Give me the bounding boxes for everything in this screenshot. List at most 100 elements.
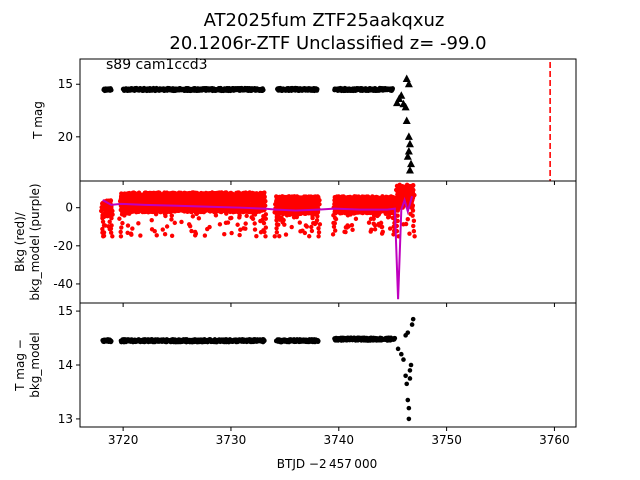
bkg-point — [331, 220, 336, 226]
bkg-point — [108, 230, 114, 235]
bkg-point — [411, 228, 417, 234]
x-tick-label: 3760 — [539, 433, 570, 447]
bkg-point — [393, 187, 399, 193]
bkg-point — [99, 205, 104, 210]
bkg-point — [149, 217, 154, 223]
triangle-point — [402, 116, 411, 125]
y-tick-label: 20 — [58, 130, 73, 144]
bkg-point — [316, 230, 322, 235]
bkg-point — [207, 224, 212, 230]
data-point — [314, 86, 320, 92]
panel-annotation: s89 cam1ccd3 — [106, 57, 208, 73]
data-point — [407, 376, 413, 381]
bkg-point — [274, 198, 279, 203]
bkg-point — [412, 234, 417, 239]
bkg-point — [410, 203, 415, 208]
bkg-point — [119, 225, 124, 230]
data-point — [406, 405, 412, 411]
y-axis-label-line: bkg_model (purple) — [28, 183, 42, 300]
bkg-point — [274, 230, 280, 235]
y-axis-label: T mag −bkg_model — [13, 332, 42, 398]
data-point — [408, 362, 414, 368]
bkg-point — [263, 225, 269, 230]
data-point — [407, 368, 413, 373]
triangle-point — [397, 91, 406, 99]
bkg-point — [120, 220, 125, 226]
triangle-point — [404, 132, 413, 140]
bkg-point — [119, 212, 125, 217]
bkg-point — [217, 222, 223, 227]
bkg-point — [315, 210, 321, 215]
bkg-point — [117, 216, 122, 221]
data-point — [315, 338, 321, 344]
bkg-point — [410, 208, 416, 213]
bkg-point — [332, 209, 337, 214]
bkg-point — [190, 214, 196, 219]
bkg-point — [366, 220, 372, 225]
bkg-point — [297, 220, 302, 225]
bkg-point — [160, 227, 165, 232]
bkg-point — [331, 224, 337, 229]
bkg-point — [202, 233, 208, 238]
x-tick-label: 3730 — [216, 433, 247, 447]
bkg-point — [189, 228, 194, 234]
data-point — [405, 397, 411, 403]
bkg-point — [252, 227, 258, 232]
bkg-point — [118, 207, 124, 213]
y-tick-label: 13 — [58, 412, 73, 426]
bkg-point — [118, 194, 124, 200]
bkg-point — [244, 213, 249, 219]
y-axis-label: Bkg (red)/bkg_model (purple) — [13, 183, 42, 300]
bkg-point — [262, 229, 267, 235]
bkg-point — [229, 230, 234, 236]
bkg-point — [274, 226, 279, 231]
bkg-point — [281, 217, 286, 223]
bkg-point — [333, 216, 339, 222]
data-point — [390, 86, 395, 91]
data-point — [108, 338, 114, 344]
y-axis-label: T mag — [31, 101, 45, 140]
bkg-point — [353, 216, 359, 222]
bkg-point — [130, 226, 135, 231]
bkg-point — [152, 229, 157, 234]
bkg-point — [125, 230, 130, 235]
triangle-point — [405, 165, 414, 174]
bkg-point — [222, 231, 227, 237]
bkg-point — [394, 203, 399, 208]
data-point — [392, 335, 398, 341]
axes-frame — [79, 302, 577, 428]
bkg-point — [193, 231, 199, 236]
data-point — [406, 416, 412, 422]
bkg-point — [331, 213, 336, 218]
bkg-point — [395, 208, 401, 213]
x-tick-label: 3720 — [108, 433, 139, 447]
bkg-point — [172, 220, 177, 226]
bkg-point — [179, 219, 184, 225]
bkg-point — [235, 222, 240, 227]
bkg-point — [109, 215, 114, 221]
y-tick-label: 15 — [58, 304, 73, 318]
bkg-point — [309, 224, 314, 230]
chart-title-line1: AT2025fum ZTF25aakqxuz — [204, 10, 445, 31]
bkg-point — [315, 214, 320, 219]
bkg-point — [109, 223, 114, 228]
bkg-point — [136, 221, 141, 226]
bkg-point — [302, 230, 308, 236]
triangle-point — [404, 79, 413, 88]
bkg-point — [100, 230, 105, 235]
bkg-point — [396, 192, 401, 198]
bkg-point — [162, 231, 168, 237]
bkg-point — [196, 216, 202, 221]
y-axis-label-line: Bkg (red)/ — [13, 211, 27, 272]
bkg-point — [98, 208, 104, 214]
data-point — [395, 346, 401, 352]
bkg-point — [350, 227, 355, 232]
bkg-point — [314, 218, 320, 223]
y-axis-label-line: T mag − — [13, 339, 27, 392]
bkg-point — [411, 218, 417, 224]
data-point — [261, 87, 266, 93]
bkg-point — [405, 216, 410, 222]
data-point — [262, 338, 267, 344]
